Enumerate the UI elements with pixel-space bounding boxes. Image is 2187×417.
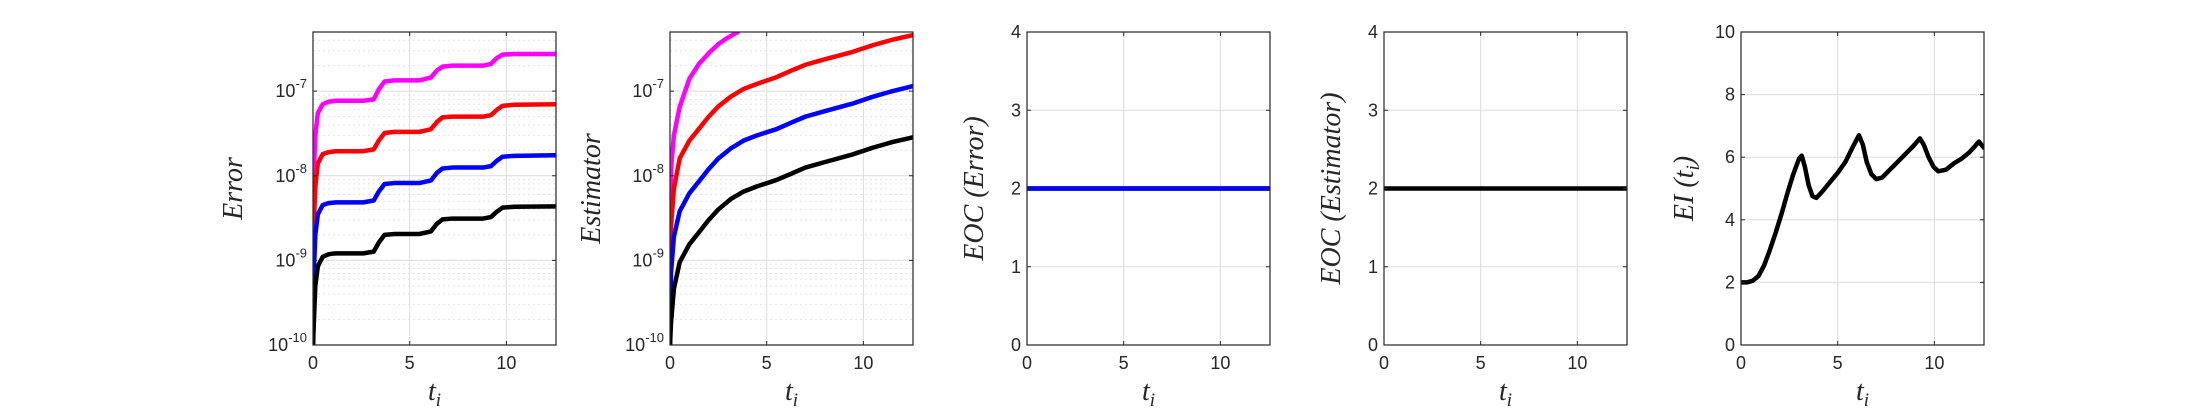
y-tick-label: 10 (1715, 22, 1735, 42)
x-tick-label: 0 (1379, 353, 1389, 373)
y-tick-label: 10-10 (625, 330, 664, 355)
x-axis-label: ti (785, 376, 798, 411)
y-tick-label: 3 (1011, 100, 1021, 120)
x-axis-label: ti (1499, 376, 1512, 411)
y-tick-label: 1 (1011, 257, 1021, 277)
series-line-1 (313, 51, 556, 345)
y-tick-label: 0 (1725, 335, 1735, 355)
y-tick-label: 2 (1725, 272, 1735, 292)
axes-box (1740, 31, 1985, 346)
x-tick-label: 10 (1210, 353, 1230, 373)
y-tick-label: 10-7 (632, 76, 664, 101)
series-group (313, 51, 556, 345)
y-tick-label: 10-9 (275, 245, 307, 270)
y-axis-label: EOC (Estimator) (1316, 92, 1347, 285)
series-line-2 (313, 102, 556, 345)
chart-3: 0 5 10 0 1 2 3 4 ti EOC (Error) (959, 22, 1271, 411)
x-tick-label: 0 (1736, 353, 1746, 373)
series-line-1 (670, 32, 740, 345)
x-axis-label: ti (1142, 376, 1155, 411)
x-tick-label: 10 (496, 353, 516, 373)
y-axis-label: EI (ti) (1669, 156, 1704, 222)
x-tick-label: 10 (1924, 353, 1944, 373)
series-line-3 (670, 83, 913, 345)
series-line-2 (670, 32, 913, 345)
y-tick-label: 10-8 (275, 161, 307, 186)
chart-2: 0 5 10 10-10 10-9 10-8 10-7 ti Estimator (576, 31, 914, 411)
y-axis-label: EOC (Error) (959, 116, 990, 261)
x-tick-label: 5 (405, 353, 415, 373)
y-tick-label: 0 (1011, 335, 1021, 355)
series-group (1741, 133, 1984, 285)
x-tick-label: 10 (1567, 353, 1587, 373)
y-tick-label: 1 (1368, 257, 1378, 277)
x-tick-label: 5 (762, 353, 772, 373)
series-line-3 (313, 152, 556, 345)
x-tick-label: 0 (308, 353, 318, 373)
x-tick-label: 0 (1022, 353, 1032, 373)
series-line-1 (1741, 133, 1984, 285)
series-group (670, 32, 913, 345)
x-tick-label: 10 (853, 353, 873, 373)
series-line-4 (670, 135, 913, 345)
x-axis-label: ti (428, 376, 441, 411)
y-axis-label: Estimator (576, 133, 607, 245)
y-tick-label: 2 (1011, 179, 1021, 199)
axes-box (312, 31, 557, 346)
y-tick-label: 8 (1725, 85, 1735, 105)
axes-box (669, 31, 914, 346)
y-tick-label: 10-9 (632, 245, 664, 270)
chart-1: 0 5 10 10-10 10-9 10-8 10-7 ti Error (218, 31, 557, 411)
y-tick-label: 4 (1368, 22, 1378, 42)
chart-4: 0 5 10 0 1 2 3 4 ti EOC (Estimator) (1316, 22, 1628, 411)
y-tick-label: 2 (1368, 179, 1378, 199)
y-axis-label: Error (218, 157, 249, 221)
y-tick-label: 4 (1725, 210, 1735, 230)
y-tick-label: 10-8 (632, 161, 664, 186)
series-line-4 (313, 204, 556, 345)
x-tick-label: 5 (1476, 353, 1486, 373)
y-tick-label: 10-10 (268, 330, 307, 355)
y-tick-label: 6 (1725, 147, 1735, 167)
chart-5: 0 5 10 0 2 4 6 8 10 ti EI (ti) (1669, 22, 1985, 411)
x-axis-label: ti (1856, 376, 1869, 411)
x-tick-label: 5 (1119, 353, 1129, 373)
y-tick-label: 3 (1368, 100, 1378, 120)
y-tick-label: 0 (1368, 335, 1378, 355)
y-tick-label: 4 (1011, 22, 1021, 42)
y-tick-label: 10-7 (275, 76, 307, 101)
x-tick-label: 5 (1833, 353, 1843, 373)
x-tick-label: 0 (665, 353, 675, 373)
